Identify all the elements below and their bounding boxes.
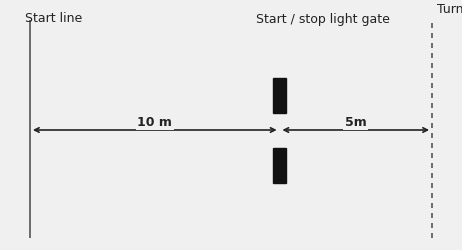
Text: Turning poin: Turning poin (437, 2, 462, 16)
Bar (273, 78, 286, 112)
Text: 5m: 5m (345, 116, 367, 129)
Bar (273, 148, 286, 182)
Text: Start line: Start line (25, 12, 83, 26)
Text: Start / stop light gate: Start / stop light gate (256, 12, 390, 26)
Text: 10 m: 10 m (137, 116, 172, 129)
